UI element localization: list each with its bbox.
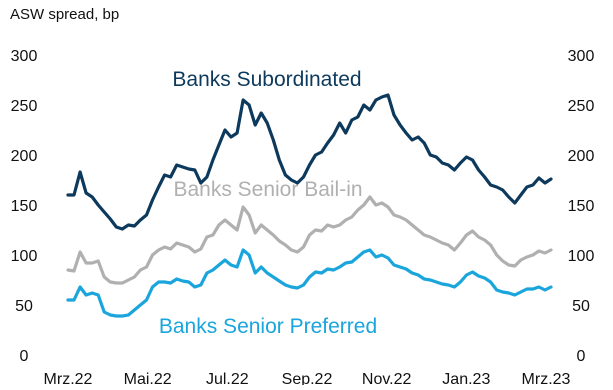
y-tick-right: 200 <box>568 148 595 165</box>
y-tick-left: 100 <box>11 248 38 265</box>
x-axis-ticks: Mrz.22 Mai.22 Jul.22 Sep.22 Nov.22 Jan.23 Mrz.… <box>44 371 571 388</box>
x-tick-label: Nov.22 <box>362 371 412 385</box>
y-tick-left: 0 <box>20 348 29 365</box>
x-tick-label: Mrz.22 <box>44 371 93 385</box>
series-line-2 <box>66 248 553 318</box>
x-tick-label: Sep.22 <box>282 371 333 385</box>
series-label-2: Banks Senior Preferred <box>159 315 377 338</box>
x-tick-label: Jan.23 <box>442 371 490 385</box>
series-line-0 <box>66 93 553 231</box>
y-tick-right: 150 <box>568 198 595 215</box>
y-tick-left: 300 <box>11 48 38 65</box>
series-labels: Banks Subordinated Banks Senior Bail-in Ba… <box>159 68 377 338</box>
x-tick-label: Jul.22 <box>206 371 249 385</box>
y-tick-left: 200 <box>11 148 38 165</box>
y-tick-right: 50 <box>572 298 590 315</box>
y-axis-title: ASW spread, bp <box>10 6 120 23</box>
series-label-1: Banks Senior Bail-in <box>173 178 362 201</box>
y-tick-right: 250 <box>568 98 595 115</box>
x-tick-label: Mrz.23 <box>522 371 571 385</box>
y-axis-left-ticks: 0 50 100 150 200 250 300 <box>11 48 38 365</box>
y-tick-right: 300 <box>568 48 595 65</box>
series-line-1 <box>66 195 553 285</box>
x-tick-label: Mai.22 <box>124 371 172 385</box>
y-tick-left: 250 <box>11 98 38 115</box>
series-label-0: Banks Subordinated <box>172 68 361 91</box>
y-tick-left: 150 <box>11 198 38 215</box>
y-tick-left: 50 <box>15 298 33 315</box>
series-lines <box>66 93 553 318</box>
y-tick-right: 0 <box>577 348 586 365</box>
y-axis-right-ticks: 0 50 100 150 200 250 300 <box>568 48 595 365</box>
y-tick-right: 100 <box>568 248 595 265</box>
